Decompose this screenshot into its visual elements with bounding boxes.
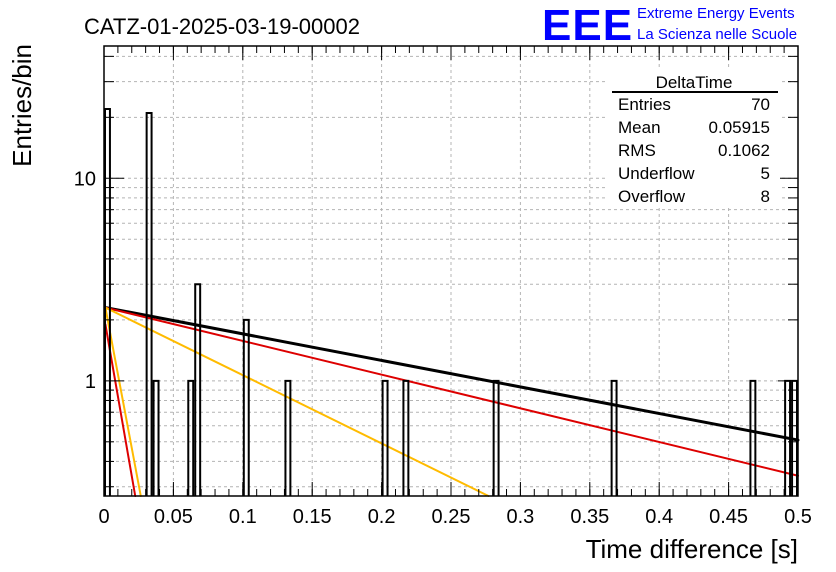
- stats-row-value: 0.1062: [718, 141, 770, 160]
- x-axis-title: Time difference [s]: [586, 534, 798, 564]
- histogram-bar: [492, 379, 500, 496]
- y-tick-label: 1: [85, 371, 96, 393]
- histogram-bar: [152, 379, 160, 496]
- histogram-bar: [284, 379, 292, 496]
- stats-rows: Entries 70 Mean 0.05915 RMS 0.1062 Underflow 5 O…: [618, 95, 770, 206]
- tick-labels: 0 0.05 0.1 0.15 0.2 0.25 0.3 0.35 0.4 0.45 0.5 1 10: [74, 168, 812, 528]
- histogram-bar: [749, 379, 757, 496]
- histogram-bar: [242, 318, 250, 496]
- histogram-bar: [104, 107, 111, 496]
- stats-row-value: 0.05915: [709, 118, 770, 137]
- fit-curve: [104, 306, 142, 497]
- brand-line-2: La Scienza nelle Scuole: [637, 26, 797, 43]
- stats-box: DeltaTime Entries 70 Mean 0.05915 RMS 0.1062 U…: [608, 70, 780, 208]
- stats-row-label: Overflow: [618, 187, 686, 206]
- stats-row-value: 70: [751, 95, 770, 114]
- fit-curves: [103, 306, 800, 497]
- x-tick-label: 0.45: [709, 506, 748, 528]
- brand-line-1: Extreme Energy Events: [637, 5, 795, 22]
- y-tick-label: 10: [74, 168, 96, 190]
- x-tick-label: 0.2: [368, 506, 396, 528]
- x-tick-label: 0.1: [229, 506, 257, 528]
- x-tick-label: 0.4: [645, 506, 673, 528]
- y-axis-title: Entries/bin: [7, 44, 37, 167]
- histogram-bar: [145, 112, 153, 496]
- histogram-bar: [194, 283, 202, 496]
- histogram-bar: [610, 379, 618, 496]
- histogram-bar: [402, 379, 410, 496]
- run-title: CATZ-01-2025-03-19-00002: [84, 14, 360, 39]
- x-tick-label: 0.35: [570, 506, 609, 528]
- histogram-bar: [381, 379, 389, 496]
- x-tick-label: 0.3: [506, 506, 534, 528]
- histogram-bar: [187, 379, 195, 496]
- x-tick-label: 0.15: [293, 506, 332, 528]
- x-tick-label: 0.25: [432, 506, 471, 528]
- stats-row-label: RMS: [618, 141, 656, 160]
- x-tick-label: 0: [98, 506, 109, 528]
- x-tick-label: 0.5: [784, 506, 812, 528]
- histogram-bins: [104, 107, 798, 496]
- fit-curve: [103, 306, 800, 442]
- axis-ticks: [103, 46, 799, 496]
- fit-curve: [104, 306, 799, 477]
- eee-logo: EEE: [542, 1, 633, 50]
- x-tick-label: 0.05: [154, 506, 193, 528]
- stats-title: DeltaTime: [656, 73, 733, 92]
- stats-row-label: Entries: [618, 95, 671, 114]
- fit-curve: [104, 306, 490, 497]
- stats-row-label: Mean: [618, 118, 661, 137]
- stats-row-value: 5: [761, 164, 770, 183]
- stats-row-value: 8: [761, 187, 770, 206]
- stats-row-label: Underflow: [618, 164, 695, 183]
